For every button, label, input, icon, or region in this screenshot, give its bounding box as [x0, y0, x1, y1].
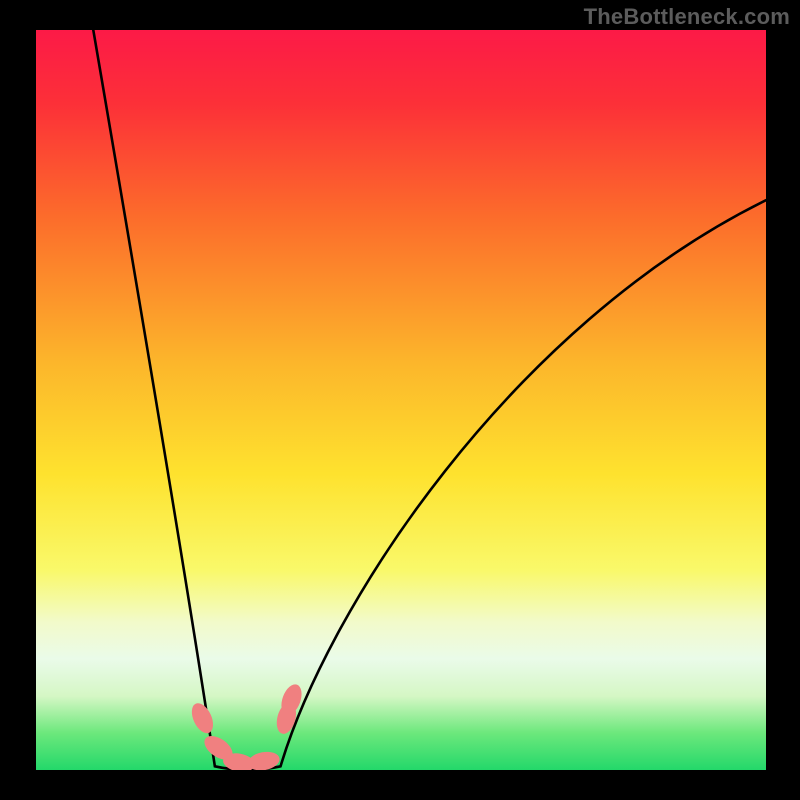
chart-gradient-bg: [36, 30, 766, 770]
bottleneck-chart: [0, 0, 800, 800]
watermark-label: TheBottleneck.com: [584, 4, 790, 30]
chart-container: TheBottleneck.com: [0, 0, 800, 800]
